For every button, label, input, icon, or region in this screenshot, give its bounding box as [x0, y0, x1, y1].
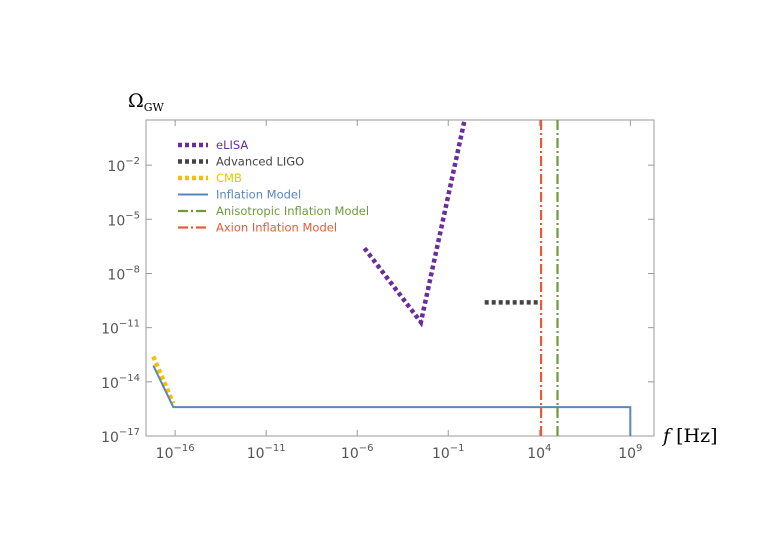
plot-frame	[145, 119, 655, 437]
x-axis-title-variable: f	[661, 425, 673, 447]
legend-label: Advanced LIGO	[216, 155, 304, 169]
y-tick-label: 10−14	[101, 373, 140, 392]
x-tick-label: 10−1	[432, 443, 465, 462]
x-axis-ticks: 10−16 10−11 10−6 10−1 104 109	[156, 120, 642, 462]
legend-label: Inflation Model	[216, 188, 301, 202]
x-axis-title: f [Hz]	[661, 425, 718, 447]
x-tick-label: 10−6	[341, 443, 374, 462]
y-axis-title: ΩGW	[128, 90, 165, 114]
legend: eLISA Advanced LIGO CMB Inflation Model Anis…	[178, 138, 369, 235]
y-tick-label: 10−17	[101, 427, 140, 446]
y-axis-title-sub: GW	[144, 101, 165, 114]
x-tick-label: 104	[527, 443, 551, 462]
y-axis-title-main: Ω	[128, 90, 144, 112]
series-line-elisa	[362, 119, 467, 328]
y-axis-ticks: 10−2 10−5 10−8 10−11 10−14 10−17	[101, 156, 654, 446]
legend-label: eLISA	[216, 138, 248, 152]
series-line-inflation-model	[152, 365, 632, 436]
legend-label: Axion Inflation Model	[216, 221, 337, 235]
x-axis-title-unit: [Hz]	[670, 425, 717, 447]
x-tick-label: 10−11	[247, 443, 286, 462]
x-tick-label: 10−16	[156, 443, 195, 462]
y-tick-label: 10−8	[107, 264, 140, 283]
y-tick-label: 10−2	[107, 156, 140, 175]
series-layer	[151, 119, 632, 436]
y-tick-label: 10−11	[101, 319, 140, 338]
legend-label: CMB	[216, 171, 242, 185]
x-tick-label: 109	[618, 443, 642, 462]
legend-label: Anisotropic Inflation Model	[216, 204, 369, 218]
series-line-cmb	[151, 355, 176, 405]
y-tick-label: 10−5	[107, 210, 140, 229]
